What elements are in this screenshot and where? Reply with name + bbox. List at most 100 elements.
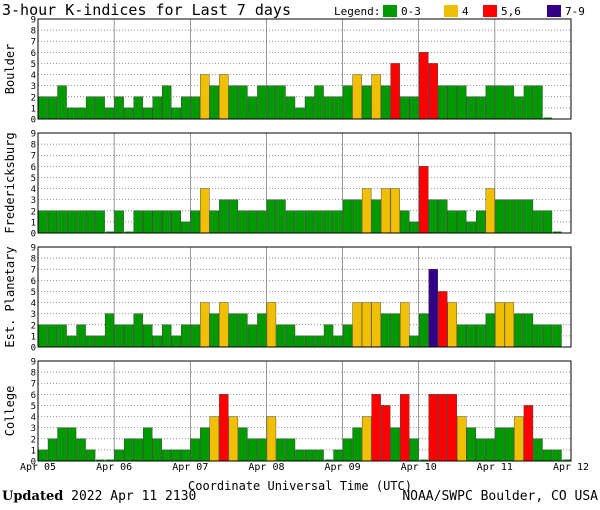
k-bar <box>228 85 239 120</box>
k-bar <box>323 210 334 234</box>
k-bar <box>314 449 324 462</box>
k-bar <box>57 324 67 348</box>
k-bar <box>57 85 67 120</box>
k-bar <box>333 96 343 120</box>
k-bar <box>133 210 143 234</box>
k-bar <box>47 438 58 462</box>
y-tick-label: 3 <box>31 196 36 206</box>
k-bar <box>476 96 486 120</box>
k-bar <box>399 302 410 348</box>
x-axis-label: Coordinate Universal Time (UTC) <box>188 479 412 493</box>
k-bar <box>438 291 448 348</box>
k-bar <box>162 449 172 462</box>
k-bar <box>485 313 496 348</box>
k-bar <box>209 85 220 120</box>
k-bar <box>114 96 124 120</box>
k-bar <box>247 324 258 348</box>
k-bar <box>476 438 486 462</box>
k-bar <box>47 96 58 120</box>
y-tick-label: 3 <box>31 82 36 92</box>
y-tick-label: 9 <box>31 16 36 26</box>
k-bar <box>428 394 438 462</box>
k-bar <box>38 210 48 234</box>
k-bar <box>447 394 457 462</box>
k-bar <box>152 438 162 462</box>
k-bar <box>219 302 229 348</box>
k-bar <box>380 313 391 348</box>
k-bar <box>409 438 419 462</box>
k-bar <box>533 324 543 348</box>
k-bar <box>409 221 419 234</box>
k-bar <box>466 324 477 348</box>
k-bar <box>457 210 467 234</box>
k-bar <box>304 96 315 120</box>
k-bar <box>495 199 505 234</box>
k-bar <box>200 74 210 120</box>
k-bar <box>457 416 467 462</box>
k-bar <box>133 313 143 348</box>
k-bar <box>276 438 286 462</box>
k-bar <box>152 335 162 348</box>
k-bar <box>514 416 524 462</box>
k-bar <box>371 394 381 462</box>
y-tick-label: 4 <box>31 413 36 423</box>
k-bar <box>333 449 343 462</box>
y-tick-label: 7 <box>31 152 36 162</box>
panels: 0123456789Boulder0123456789Fredericksbur… <box>3 16 589 474</box>
k-bar <box>66 335 77 348</box>
k-bar <box>485 188 496 234</box>
y-tick-label: 2 <box>31 93 36 103</box>
y-tick-label: 4 <box>31 185 36 195</box>
k-bar <box>276 324 286 348</box>
k-bar <box>371 199 381 234</box>
k-bar <box>304 449 315 462</box>
k-bar <box>276 199 286 234</box>
k-bar <box>504 85 515 120</box>
k-bar <box>428 63 438 120</box>
y-tick-label: 8 <box>31 141 36 151</box>
k-bar <box>371 302 381 348</box>
y-tick-label: 0 <box>31 116 36 126</box>
k-bar <box>514 313 524 348</box>
k-bar <box>38 449 48 462</box>
k-bar <box>523 405 534 462</box>
k-bar <box>133 96 143 120</box>
panel-label-college: College <box>3 386 17 437</box>
y-tick-label: 5 <box>31 402 36 412</box>
k-bar <box>209 210 220 234</box>
k-bar <box>495 302 505 348</box>
k-bar <box>266 416 277 462</box>
k-bar <box>114 449 124 462</box>
k-bar <box>266 199 277 234</box>
y-tick-label: 2 <box>31 435 36 445</box>
y-tick-label: 5 <box>31 288 36 298</box>
k-bar <box>504 302 515 348</box>
k-bar <box>285 210 296 234</box>
y-tick-label: 4 <box>31 71 36 81</box>
k-bar <box>171 107 181 120</box>
legend-label-0-3: 0-3 <box>401 5 421 18</box>
k-bar <box>95 96 105 120</box>
k-bar <box>324 459 334 461</box>
k-bar <box>562 459 571 461</box>
x-tick-label: Apr 05 <box>20 462 56 473</box>
k-bar <box>133 438 143 462</box>
k-bar <box>190 324 201 348</box>
k-bar <box>247 438 258 462</box>
y-tick-label: 6 <box>31 277 36 287</box>
k-bar <box>314 335 324 348</box>
y-tick-label: 6 <box>31 49 36 59</box>
k-bar <box>314 85 324 120</box>
panel-label-fredericksburg: Fredericksburg <box>3 132 17 233</box>
k-bar <box>428 199 438 234</box>
k-bar <box>85 96 96 120</box>
legend-swatch-yellow <box>444 5 458 17</box>
k-bar <box>38 96 48 120</box>
k-bar <box>57 210 67 234</box>
k-bar <box>209 416 220 462</box>
k-bar <box>181 96 191 120</box>
legend-label-5-6: 5,6 <box>501 5 521 18</box>
y-tick-label: 7 <box>31 38 36 48</box>
